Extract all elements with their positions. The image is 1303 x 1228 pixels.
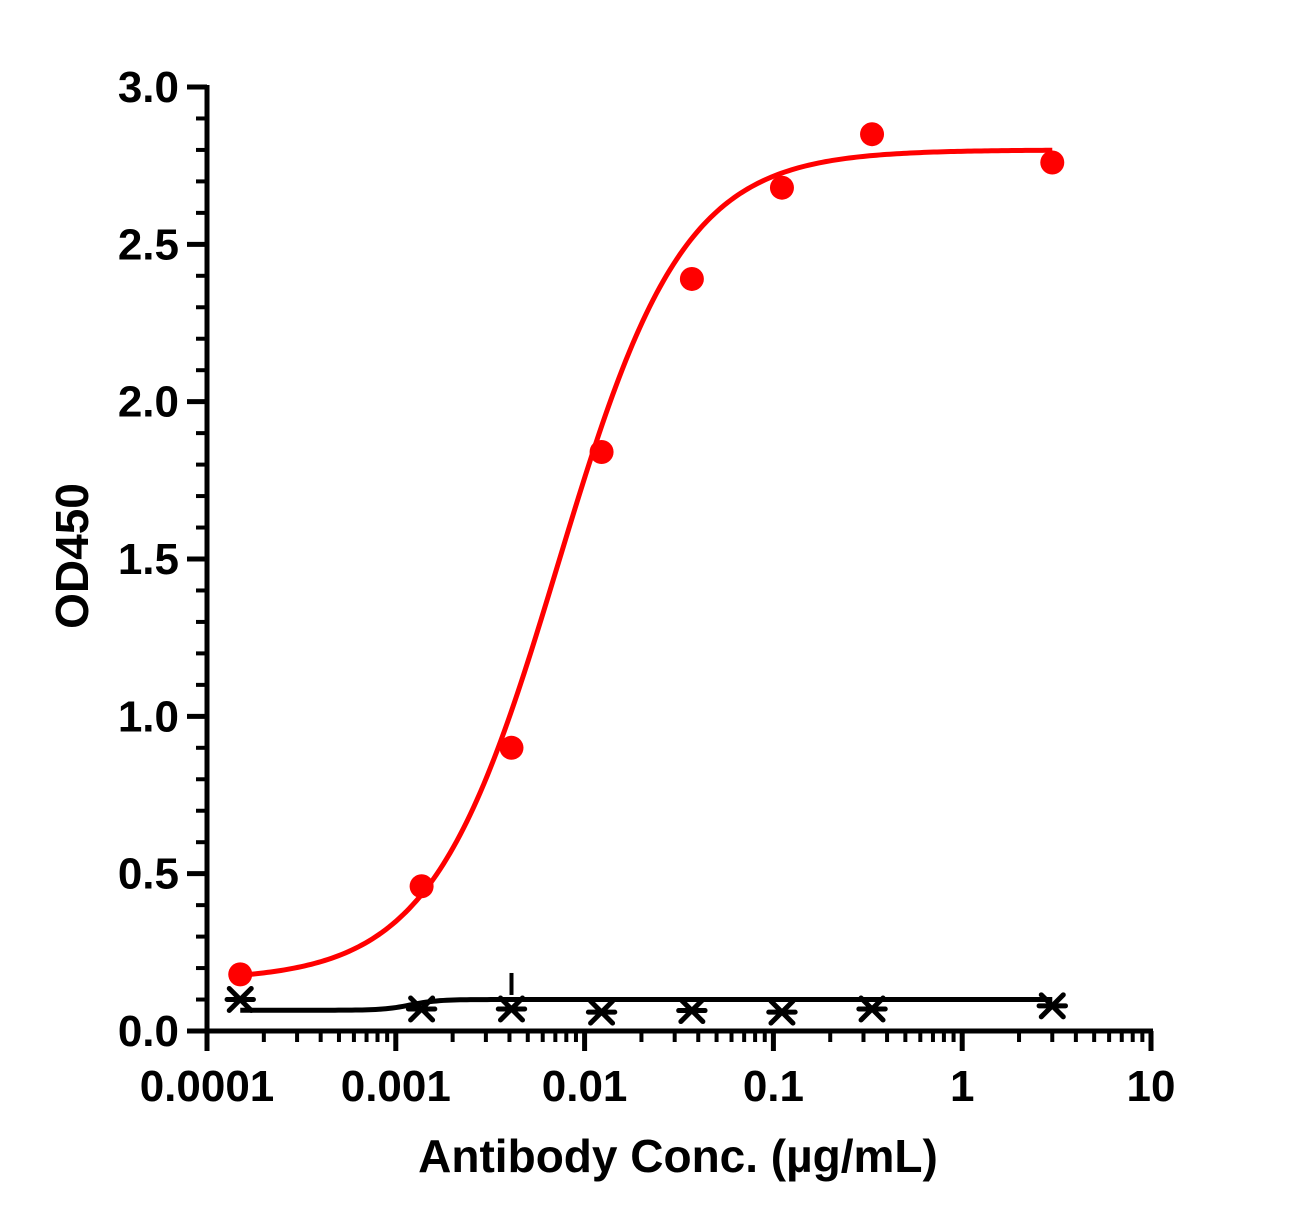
data-point-series-1: [589, 440, 614, 465]
data-point-series-1: [679, 266, 704, 291]
y-axis-group: 0.0 0.5 1.0 1.5 2.0 2.5 3.0: [118, 63, 210, 1056]
star-marker-series-2: [766, 998, 798, 1026]
data-points: [224, 122, 1068, 1026]
fit-curves: [240, 147, 1053, 1013]
data-point-series-1: [860, 122, 885, 147]
fit-curve-1: [240, 147, 1053, 978]
y-tick-label: 1.0: [118, 692, 179, 741]
data-point-series-1: [228, 962, 253, 987]
x-tick-label: 0.1: [743, 1062, 804, 1111]
x-tick-label: 0.0001: [140, 1062, 275, 1111]
star-marker-series-2: [676, 997, 708, 1025]
data-point-series-1: [769, 175, 794, 200]
data-point-series-1: [409, 874, 434, 899]
y-tick-label: 0.0: [118, 1007, 179, 1056]
data-point-series-1: [499, 735, 524, 760]
y-axis-title: OD450: [46, 483, 98, 629]
y-tick-label: 2.5: [118, 220, 179, 269]
star-marker-series-2: [405, 995, 438, 1023]
fit-curve-2: [240, 997, 1053, 1013]
x-tick-label: 10: [1127, 1062, 1176, 1111]
star-marker-series-2: [495, 995, 528, 1023]
star-marker-series-2: [585, 998, 618, 1026]
y-tick-label: 0.5: [118, 850, 179, 899]
x-axis-title: Antibody Conc. (µg/mL): [418, 1130, 938, 1182]
x-tick-label: 1: [950, 1062, 974, 1111]
star-marker-series-2: [856, 995, 888, 1023]
x-axis-group: 0.0001 0.001 0.01 0.1 1 10: [140, 1028, 1176, 1111]
star-marker-series-2: [224, 986, 256, 1014]
y-tick-label: 1.5: [118, 535, 179, 584]
y-tick-label: 3.0: [118, 63, 179, 112]
star-marker-series-2: [1036, 992, 1068, 1020]
x-tick-label: 0.001: [341, 1062, 451, 1111]
x-tick-label: 0.01: [542, 1062, 628, 1111]
y-tick-label: 2.0: [118, 378, 179, 427]
data-point-series-1: [1040, 150, 1065, 175]
